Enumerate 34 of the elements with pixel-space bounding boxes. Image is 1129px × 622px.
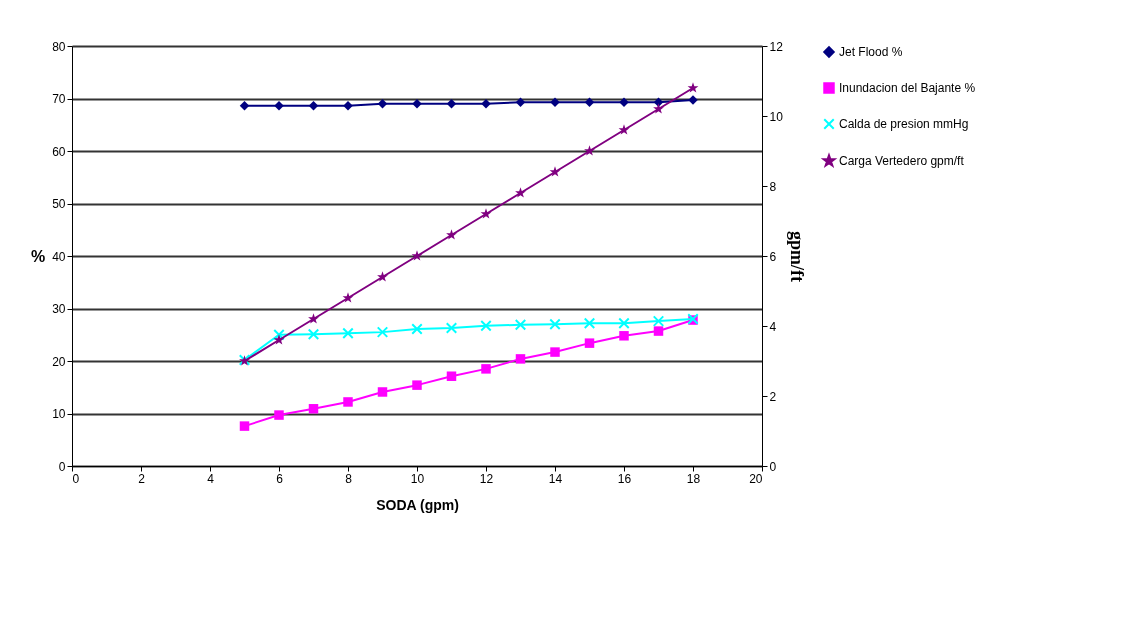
legend-label: Carga Vertedero gpm/ft (839, 154, 965, 168)
y2-axis-title: gpm/ft (786, 231, 807, 282)
x-axis-title: SODA (gpm) (376, 496, 459, 513)
x-tick-label: 16 (617, 471, 632, 486)
y-tick-label: 30 (52, 302, 66, 316)
y-tick-label: 0 (58, 459, 66, 474)
x-tick-label: 4 (207, 471, 215, 486)
y-tick-label: 80 (52, 39, 66, 54)
y2-tick-label: 12 (769, 39, 784, 54)
y2-tick-label: 10 (769, 109, 784, 124)
legend-label: Inundacion del Bajante % (839, 81, 976, 95)
x-tick-label: 2 (138, 471, 146, 486)
x-tick-label: 12 (479, 471, 494, 486)
x-tick-label: 6 (276, 471, 284, 486)
y2-tick-label: 0 (769, 459, 777, 474)
legend-label: Calda de presion mmHg (839, 117, 969, 131)
y2-tick-label: 2 (769, 389, 777, 404)
y-tick-label: 60 (52, 144, 66, 159)
y2-tick-label: 8 (769, 179, 777, 194)
y2-tick-label: 4 (769, 319, 777, 334)
legend-label: Jet Flood % (839, 45, 903, 59)
y-axis-title: % (31, 247, 46, 265)
y-tick-label: 70 (52, 92, 66, 106)
x-tick-label: 20 (749, 471, 763, 486)
x-tick-label: 0 (72, 471, 80, 486)
y-tick-label: 20 (52, 354, 66, 369)
x-tick-label: 8 (345, 471, 353, 486)
x-tick-label: 10 (410, 471, 425, 486)
y2-tick-label: 6 (769, 249, 777, 264)
y-tick-label: 10 (52, 407, 66, 421)
y-tick-label: 50 (52, 197, 66, 211)
x-tick-label: 14 (548, 471, 563, 486)
y-tick-label: 40 (52, 249, 66, 264)
x-tick-label: 18 (686, 471, 701, 486)
